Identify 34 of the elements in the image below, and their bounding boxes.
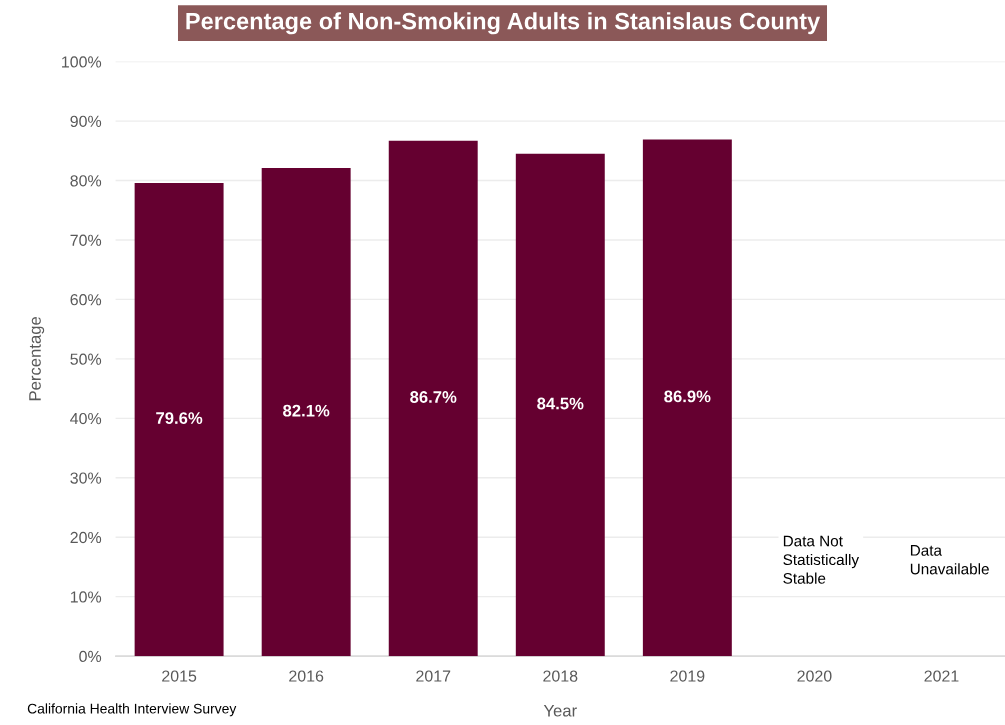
- x-tick-label: 2020: [797, 670, 832, 682]
- y-tick-label: 10%: [70, 591, 102, 603]
- x-tick-label: 2019: [670, 670, 705, 682]
- y-tick-label: 0%: [79, 650, 102, 663]
- data-label: 84.5%: [537, 397, 584, 410]
- bar: [388, 140, 478, 657]
- y-tick-label: 20%: [70, 531, 102, 544]
- y-tick-label: 80%: [70, 175, 102, 187]
- y-tick-label: 90%: [70, 115, 102, 128]
- bar: [134, 182, 224, 657]
- y-tick-label: 100%: [62, 56, 102, 68]
- chart-title: Percentage of Non-Smoking Adults in Stanislaus County: [186, 12, 821, 35]
- x-tick-label: 2015: [162, 670, 197, 682]
- y-tick-label: 60%: [70, 294, 102, 306]
- x-tick-label: 2021: [924, 670, 959, 682]
- annotation: Data Unavailable: [910, 545, 989, 575]
- bar: [261, 168, 351, 657]
- y-tick-label: 40%: [70, 412, 102, 425]
- x-tick-label: 2017: [416, 670, 451, 682]
- bar: [515, 153, 605, 657]
- bar: [642, 139, 732, 657]
- y-tick-label: 30%: [70, 472, 102, 484]
- y-tick-label: 50%: [70, 353, 102, 365]
- y-tick-label: 70%: [70, 234, 102, 246]
- x-tick-label: 2016: [289, 670, 324, 682]
- annotation: Data Not Statistically Stable: [783, 535, 860, 584]
- data-label: 82.1%: [283, 404, 330, 417]
- y-axis-title: Percentage: [29, 316, 45, 401]
- data-label: 86.9%: [664, 390, 711, 403]
- text: California Health Interview Survey: [27, 703, 237, 717]
- data-label: 86.7%: [410, 391, 457, 403]
- data-label: 79.6%: [156, 412, 203, 424]
- x-axis-title: Year: [543, 704, 577, 717]
- x-tick-label: 2018: [543, 670, 578, 682]
